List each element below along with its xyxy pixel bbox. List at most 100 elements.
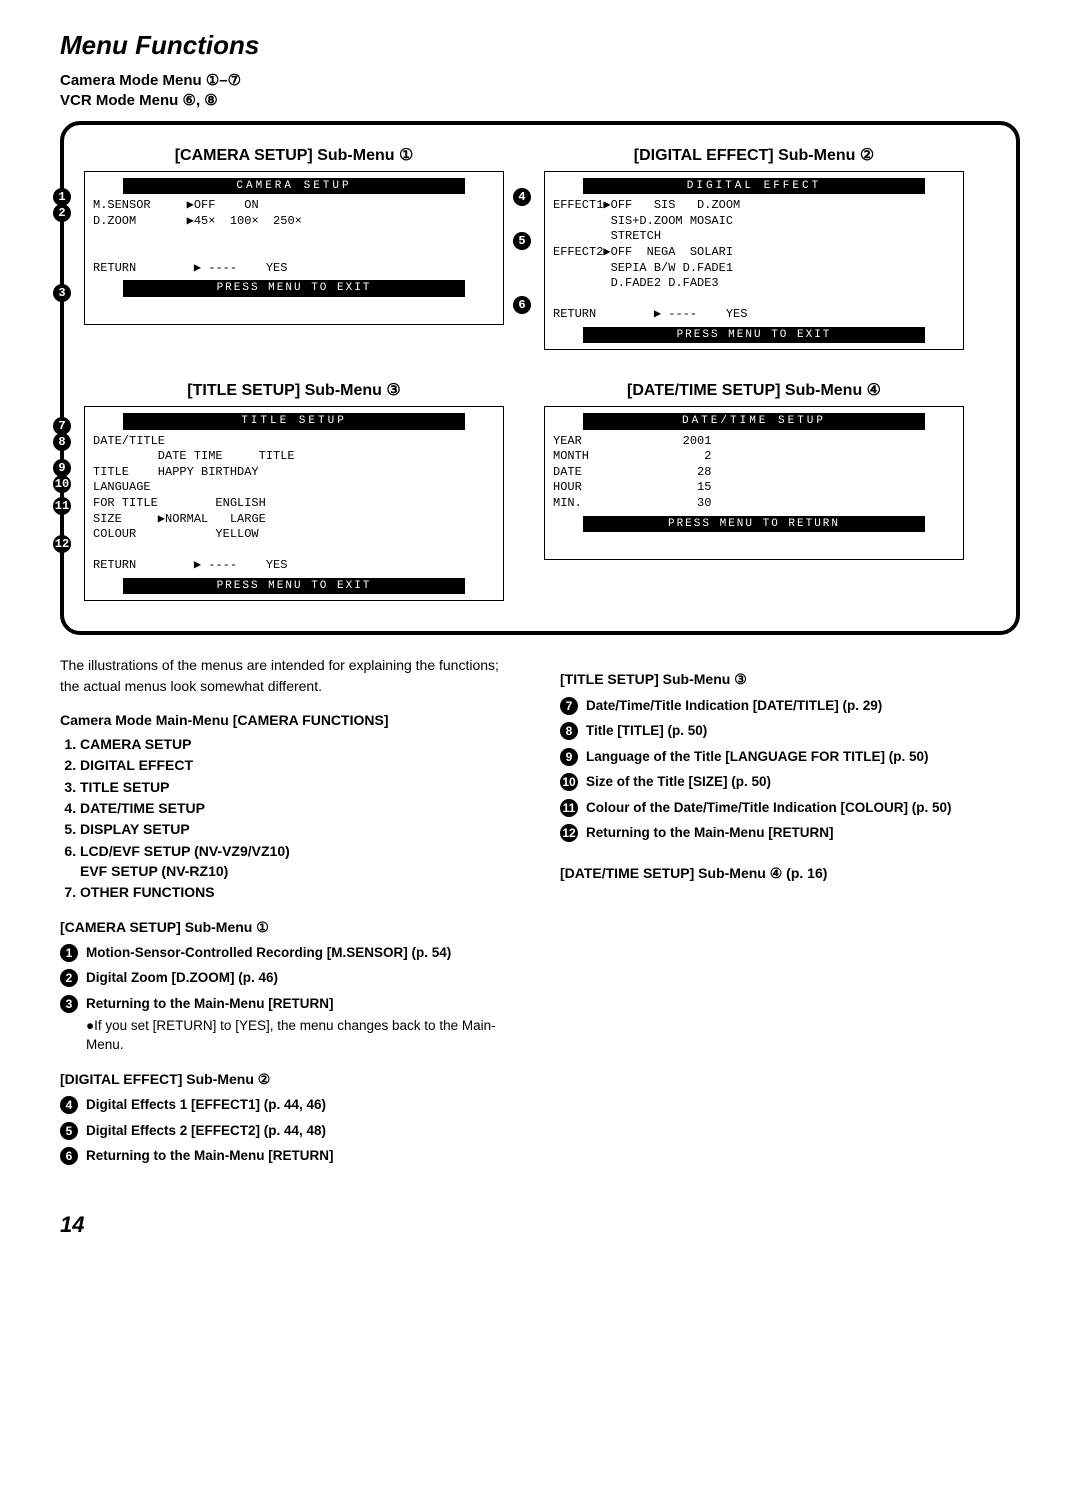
digital-effect-panel: [DIGITAL EFFECT] Sub-Menu ② 456 DIGITAL … [544,145,964,350]
screen-row: SIZE ▶NORMAL LARGE [93,512,495,528]
desc-item-11: 11 Colour of the Date/Time/Title Indicati… [560,798,1020,818]
right-column: [TITLE SETUP] Sub-Menu ③ 7 Date/Time/Titl… [560,655,1020,1171]
screen-row: MONTH 2 [553,449,955,465]
title-setup-header: TITLE SETUP [123,413,465,429]
camera-setup-header: CAMERA SETUP [123,178,465,194]
digital-effect-screen: 456 DIGITAL EFFECT EFFECT1▶OFF SIS D.ZOO… [544,171,964,350]
desc-item-10: 10Size of the Title [SIZE] (p. 50) [560,772,1020,792]
bullet-2: 2 [60,969,78,987]
bullet-3: 3 [60,995,78,1013]
title-sub-head: [TITLE SETUP] Sub-Menu ③ [560,669,1020,689]
main-menu-list: CAMERA SETUPDIGITAL EFFECTTITLE SETUPDAT… [80,734,520,902]
camera-sub-head: [CAMERA SETUP] Sub-Menu ① [60,917,520,937]
bullet-7: 7 [560,697,578,715]
callout-4: 4 [513,188,531,206]
datetime-setup-panel: [DATE/TIME SETUP] Sub-Menu ④ DATE/TIME S… [544,380,964,601]
screen-row: RETURN ▶ ---- YES [93,261,495,277]
title-setup-panel: [TITLE SETUP] Sub-Menu ③ 789101112 TITLE… [84,380,504,601]
screen-row [93,543,495,559]
screen-row: MIN. 30 [553,496,955,512]
screen-row [553,292,955,308]
datetime-setup-screen: DATE/TIME SETUP YEAR 2001MONTH 2DATE 28H… [544,406,964,560]
screen-row: RETURN ▶ ---- YES [93,558,495,574]
camera-setup-title: [CAMERA SETUP] Sub-Menu ① [84,145,504,165]
datetime-setup-header: DATE/TIME SETUP [583,413,925,429]
bullet-5: 5 [60,1122,78,1140]
camera-setup-screen: 123 CAMERA SETUP M.SENSOR ▶OFF OND.ZOOM … [84,171,504,325]
screen-row: SIS+D.ZOOM MOSAIC [553,214,955,230]
camera-setup-footer: PRESS MENU TO EXIT [123,280,465,296]
datetime-setup-footer: PRESS MENU TO RETURN [583,516,925,532]
callout-11: 11 [53,497,71,515]
desc-item-1: 1 Motion-Sensor-Controlled Recording [M.S… [60,943,520,963]
callout-6: 6 [513,296,531,314]
title-setup-title: [TITLE SETUP] Sub-Menu ③ [84,380,504,400]
bullet-11: 11 [560,799,578,817]
vcr-mode-line: VCR Mode Menu ⑥, ⑧ [60,91,1020,109]
page-number: 14 [60,1212,1020,1238]
screen-row [93,229,495,245]
main-menu-item: DIGITAL EFFECT [80,755,520,775]
callout-12: 12 [53,535,71,553]
desc-text: Returning to the Main-Menu [RETURN] [86,996,333,1011]
screen-row: DATE 28 [553,465,955,481]
desc-text: Digital Effects 1 [EFFECT1] (p. 44, 46) [86,1097,326,1112]
callout-5: 5 [513,232,531,250]
callout-3: 3 [53,284,71,302]
main-menu-item: OTHER FUNCTIONS [80,882,520,902]
desc-item-4: 4 Digital Effects 1 [EFFECT1] (p. 44, 46) [60,1095,520,1115]
desc-item-12: 12 Returning to the Main-Menu [RETURN] [560,823,1020,843]
main-menu-item: DATE/TIME SETUP [80,798,520,818]
title-setup-screen: 789101112 TITLE SETUP DATE/TITLE DATE TI… [84,406,504,601]
screen-row [93,245,495,261]
digital-effect-footer: PRESS MENU TO EXIT [583,327,925,343]
desc-item-9: 9 Language of the Title [LANGUAGE FOR TIT… [560,747,1020,767]
datetime-sub-head: [DATE/TIME SETUP] Sub-Menu ④ (p. 16) [560,863,1020,883]
desc-text: Colour of the Date/Time/Title Indication… [586,800,952,815]
left-column: The illustrations of the menus are inten… [60,655,520,1171]
desc-text: Digital Effects 2 [EFFECT2] (p. 44, 48) [86,1123,326,1138]
screen-row: YEAR 2001 [553,434,955,450]
camera-setup-panel: [CAMERA SETUP] Sub-Menu ① 123 CAMERA SET… [84,145,504,350]
bullet-4: 4 [60,1096,78,1114]
desc-item-5: 5 Digital Effects 2 [EFFECT2] (p. 44, 48) [60,1121,520,1141]
desc-text: Language of the Title [LANGUAGE FOR TITL… [586,749,929,764]
screen-row: STRETCH [553,229,955,245]
desc-item-7: 7 Date/Time/Title Indication [DATE/TITLE]… [560,696,1020,716]
screen-row: M.SENSOR ▶OFF ON [93,198,495,214]
bullet-10: 10 [560,773,578,791]
camera-mode-line: Camera Mode Menu ①–⑦ [60,71,1020,89]
bullet-1: 1 [60,944,78,962]
digital-effect-header: DIGITAL EFFECT [583,178,925,194]
illustrations-note: The illustrations of the menus are inten… [60,655,520,696]
screen-row: DATE/TITLE [93,434,495,450]
callout-2: 2 [53,204,71,222]
screen-row: RETURN ▶ ---- YES [553,307,955,323]
screen-row: DATE TIME TITLE [93,449,495,465]
desc-text: Digital Zoom [D.ZOOM] (p. 46) [86,970,278,985]
bullet-8: 8 [560,722,578,740]
screen-row: FOR TITLE ENGLISH [93,496,495,512]
desc-subtext: ●If you set [RETURN] to [YES], the menu … [86,1016,520,1055]
main-menu-item: TITLE SETUP [80,777,520,797]
description-columns: The illustrations of the menus are inten… [60,655,1020,1171]
desc-text: Motion-Sensor-Controlled Recording [M.SE… [86,945,451,960]
main-menu-item: LCD/EVF SETUP (NV-VZ9/VZ10) EVF SETUP (N… [80,841,520,882]
title-setup-footer: PRESS MENU TO EXIT [123,578,465,594]
screen-row: TITLE HAPPY BIRTHDAY [93,465,495,481]
bullet-12: 12 [560,824,578,842]
screen-row: EFFECT1▶OFF SIS D.ZOOM [553,198,955,214]
bullet-9: 9 [560,748,578,766]
bullet-6: 6 [60,1147,78,1165]
screen-row: D.ZOOM ▶45× 100× 250× [93,214,495,230]
desc-text: Title [TITLE] (p. 50) [586,723,707,738]
desc-item-3: 3 Returning to the Main-Menu [RETURN] ●If … [60,994,520,1055]
desc-text: Date/Time/Title Indication [DATE/TITLE] … [586,698,882,713]
datetime-setup-title: [DATE/TIME SETUP] Sub-Menu ④ [544,380,964,400]
callout-8: 8 [53,433,71,451]
desc-text: Returning to the Main-Menu [RETURN] [586,825,833,840]
main-menu-head: Camera Mode Main-Menu [CAMERA FUNCTIONS] [60,710,520,730]
desc-item-8: 8 Title [TITLE] (p. 50) [560,721,1020,741]
page-title: Menu Functions [60,30,1020,61]
desc-text: Returning to the Main-Menu [RETURN] [86,1148,333,1163]
